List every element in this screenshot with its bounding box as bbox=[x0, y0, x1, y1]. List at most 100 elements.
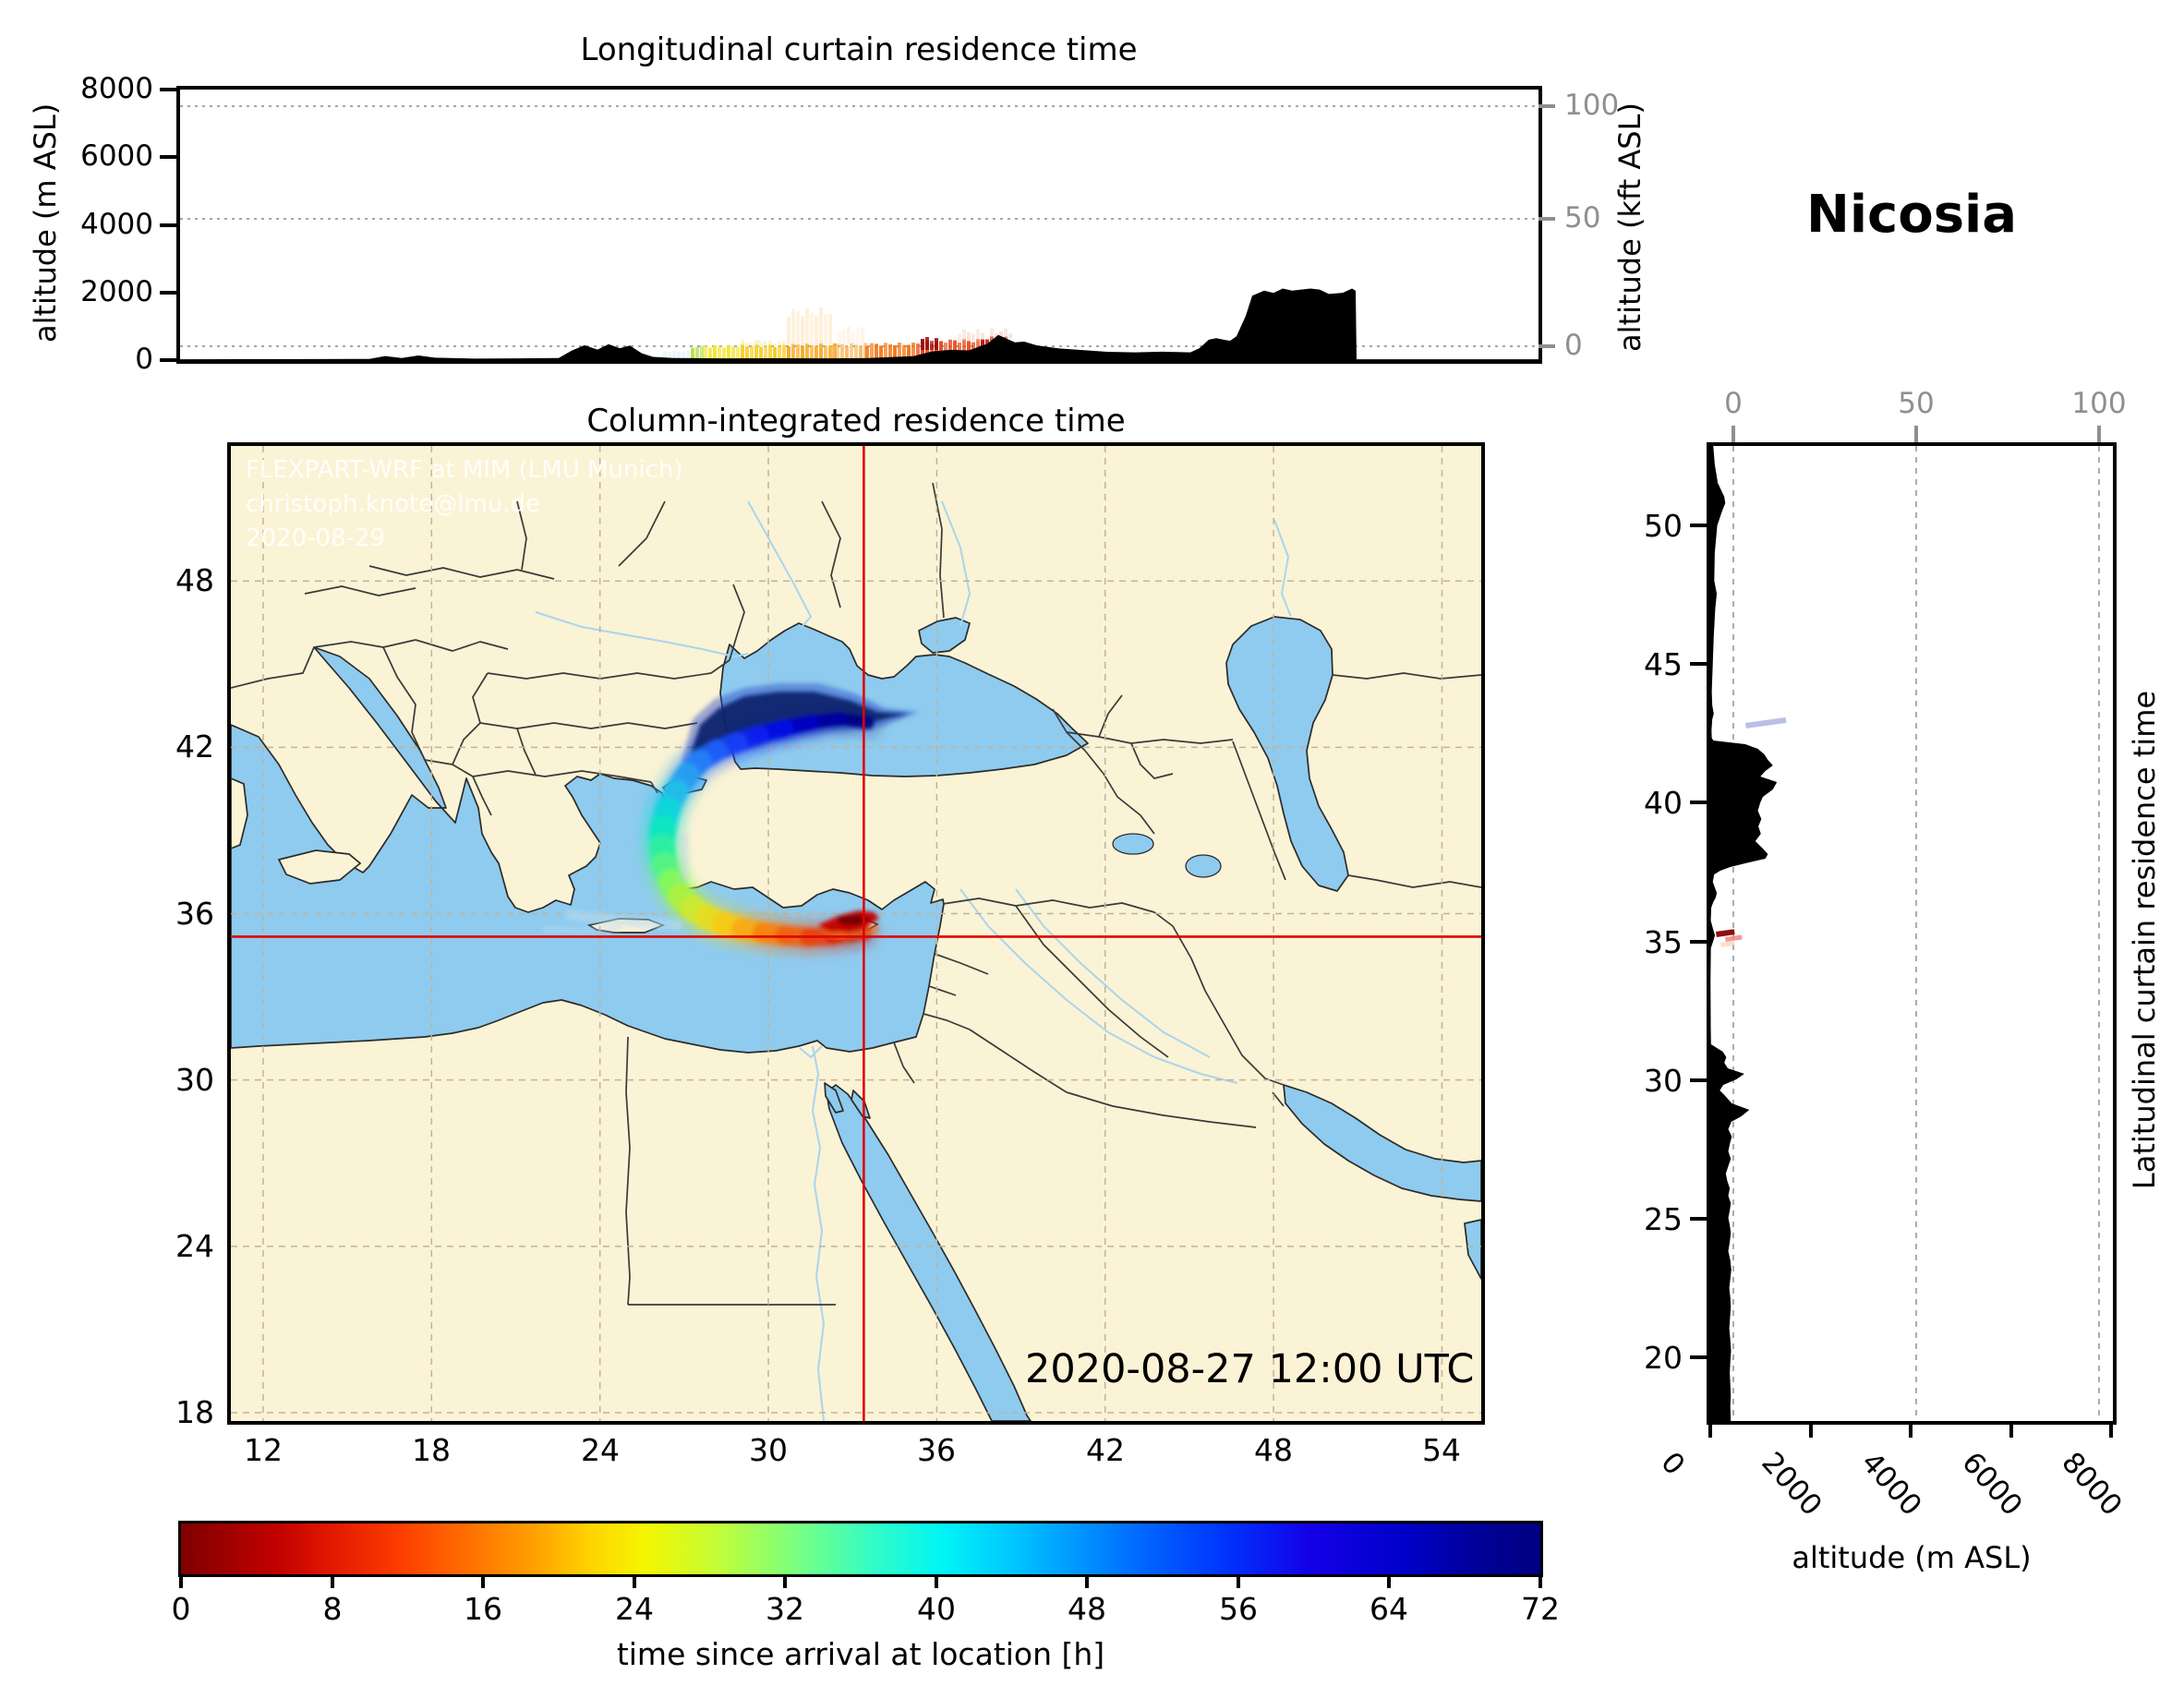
country-border bbox=[1347, 874, 1481, 888]
y2-tick-label: 50 bbox=[1564, 201, 1601, 235]
alt-tick-label: 8000 bbox=[2055, 1446, 2129, 1523]
country-border bbox=[1066, 731, 1234, 744]
y2-tick-label: 100 bbox=[1564, 89, 1620, 122]
lat-tick-label: 50 bbox=[1644, 508, 1683, 544]
island-polygon bbox=[231, 777, 248, 849]
colorbar-tick-label: 16 bbox=[464, 1591, 502, 1627]
country-border bbox=[942, 897, 1174, 927]
plume-mark bbox=[1720, 940, 1735, 947]
plume-bar bbox=[695, 346, 699, 360]
country-border bbox=[729, 584, 745, 661]
y-tick-label: 0 bbox=[135, 343, 153, 376]
y-tick-mark bbox=[160, 291, 176, 295]
top-tick-label: 50 bbox=[1898, 387, 1935, 420]
map-y-tick-label: 18 bbox=[175, 1394, 214, 1430]
country-border bbox=[415, 639, 509, 652]
plume-bar bbox=[836, 343, 839, 360]
plume-bar bbox=[958, 343, 961, 355]
plume-mark bbox=[1725, 934, 1743, 942]
plume-bar bbox=[722, 347, 726, 360]
plume-bar bbox=[944, 343, 947, 355]
plume-bar bbox=[850, 343, 853, 360]
y-tick-mark bbox=[160, 88, 176, 91]
country-border bbox=[368, 565, 555, 580]
plume-bar bbox=[935, 338, 938, 351]
plume-bar bbox=[879, 345, 883, 360]
country-border bbox=[382, 646, 426, 761]
country-border bbox=[487, 659, 730, 680]
top-panel-title: Longitudinal curtain residence time bbox=[580, 31, 1138, 68]
colorbar-tick-mark bbox=[1085, 1574, 1089, 1588]
country-border bbox=[934, 953, 989, 975]
alt-tick-mark bbox=[2109, 1421, 2113, 1438]
plume-bar bbox=[976, 329, 980, 342]
y2-tick-label: 0 bbox=[1564, 329, 1583, 362]
sea-polygon bbox=[918, 617, 971, 654]
sea-polygon bbox=[851, 1090, 871, 1119]
plume-bar bbox=[757, 340, 761, 347]
alt-tick-label: 4000 bbox=[1854, 1446, 1928, 1523]
country-border bbox=[1172, 925, 1285, 1086]
map-y-tick-label: 42 bbox=[175, 729, 214, 765]
country-border bbox=[1332, 672, 1481, 680]
river-line bbox=[535, 611, 749, 658]
plume-bar bbox=[851, 331, 855, 345]
plume-bar bbox=[814, 315, 818, 345]
plume-bar bbox=[805, 307, 809, 345]
lake bbox=[1112, 833, 1154, 855]
lake bbox=[1185, 854, 1222, 878]
plume-bar bbox=[939, 341, 943, 360]
lat-tick-label: 25 bbox=[1644, 1201, 1683, 1237]
y-tick-mark bbox=[160, 155, 176, 159]
colorbar bbox=[178, 1521, 1543, 1577]
top-tick-mark bbox=[1914, 426, 1918, 442]
lat-tick-label: 40 bbox=[1644, 785, 1683, 821]
lat-tick-label: 20 bbox=[1644, 1340, 1683, 1376]
plume-bar bbox=[1008, 333, 1012, 339]
plume-bar bbox=[731, 346, 735, 360]
plume-bar bbox=[768, 340, 772, 346]
plume-bar bbox=[778, 344, 781, 360]
plume-bar bbox=[672, 350, 676, 360]
top-tick-label: 0 bbox=[1724, 387, 1743, 420]
plume-bar bbox=[861, 327, 864, 345]
country-border bbox=[1232, 741, 1286, 881]
plume-bar bbox=[953, 340, 957, 355]
map-plot bbox=[231, 446, 1481, 1421]
island-polygon bbox=[277, 849, 362, 885]
alt-tick-label: 2000 bbox=[1755, 1446, 1828, 1523]
lat-tick-mark bbox=[1690, 1355, 1707, 1359]
plume-bar bbox=[948, 339, 952, 355]
plume-smear bbox=[680, 834, 689, 882]
plume-bar bbox=[713, 344, 717, 360]
plume-bar bbox=[668, 352, 671, 360]
plume-bar bbox=[962, 339, 966, 355]
terrain-profile bbox=[180, 288, 1538, 360]
plume-bar bbox=[921, 339, 924, 351]
colorbar-tick-label: 72 bbox=[1521, 1591, 1560, 1627]
map-x-tick-label: 42 bbox=[1086, 1432, 1125, 1468]
plume-bar bbox=[847, 326, 851, 345]
top-tick-label: 100 bbox=[2071, 387, 2127, 420]
plume-bar bbox=[921, 342, 924, 360]
plume-bar bbox=[856, 328, 860, 345]
plume-bar bbox=[925, 337, 929, 351]
plume-bar bbox=[828, 314, 832, 345]
terrain-profile bbox=[1710, 446, 1778, 1421]
plume-bar bbox=[981, 339, 984, 348]
lat-tick-label: 30 bbox=[1644, 1063, 1683, 1099]
country-border bbox=[1084, 750, 1155, 835]
plume-bar bbox=[819, 343, 823, 360]
top-tick-mark bbox=[1732, 426, 1735, 442]
plume-bar bbox=[981, 332, 984, 342]
y-tick-mark bbox=[160, 358, 176, 362]
alt-tick-mark bbox=[1708, 1421, 1712, 1438]
country-border bbox=[1130, 742, 1174, 779]
sea-polygon bbox=[1464, 1219, 1481, 1280]
watermark: FLEXPART-WRF at MIM (LMU Munich) christo… bbox=[246, 453, 683, 556]
country-border bbox=[618, 500, 666, 567]
plume-bar bbox=[801, 316, 804, 345]
country-border bbox=[1098, 694, 1123, 738]
alt-tick-mark bbox=[1909, 1421, 1913, 1438]
plume-bar bbox=[782, 344, 786, 360]
